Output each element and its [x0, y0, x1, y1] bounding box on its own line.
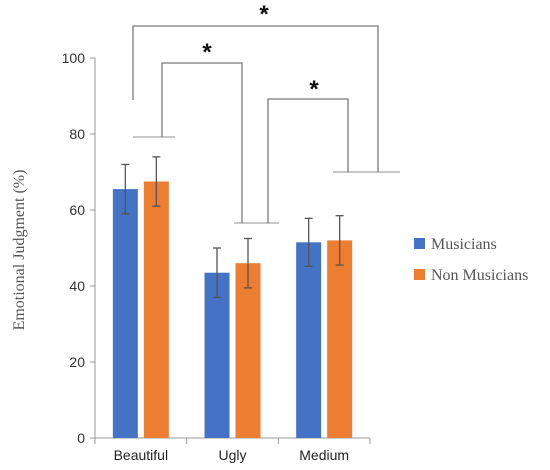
significance-star: * [309, 76, 319, 103]
y-tick-label: 0 [77, 430, 85, 446]
y-tick-label: 60 [69, 202, 85, 218]
legend: Musicians Non Musicians [414, 236, 528, 284]
bar [204, 272, 230, 438]
x-tick-label: Medium [299, 447, 349, 463]
bar [296, 242, 322, 438]
significance-star: * [259, 1, 269, 28]
significance-star: * [202, 39, 212, 66]
axes: 0 20 40 60 80 100 Beautiful Ugly Medium [62, 50, 371, 463]
bar [112, 189, 138, 438]
bars [112, 156, 353, 438]
legend-swatch [414, 238, 425, 249]
bar [143, 181, 169, 438]
legend-label: Non Musicians [431, 267, 528, 284]
bar [327, 240, 353, 438]
significance-bracket [132, 25, 379, 172]
significance-bracket [161, 62, 243, 223]
significance-bracket [267, 98, 349, 223]
bar [235, 263, 261, 438]
y-axis-title: Emotional Judgment (%) [11, 170, 28, 331]
x-tick-label: Ugly [218, 447, 246, 463]
y-tick-label: 80 [69, 126, 85, 142]
y-tick-label: 100 [62, 50, 86, 66]
significance-brackets: * * * [132, 1, 400, 224]
y-tick-label: 40 [69, 278, 85, 294]
y-tick-label: 20 [69, 354, 85, 370]
legend-swatch [414, 269, 425, 280]
x-tick-label: Beautiful [114, 447, 168, 463]
legend-label: Musicians [431, 236, 497, 253]
